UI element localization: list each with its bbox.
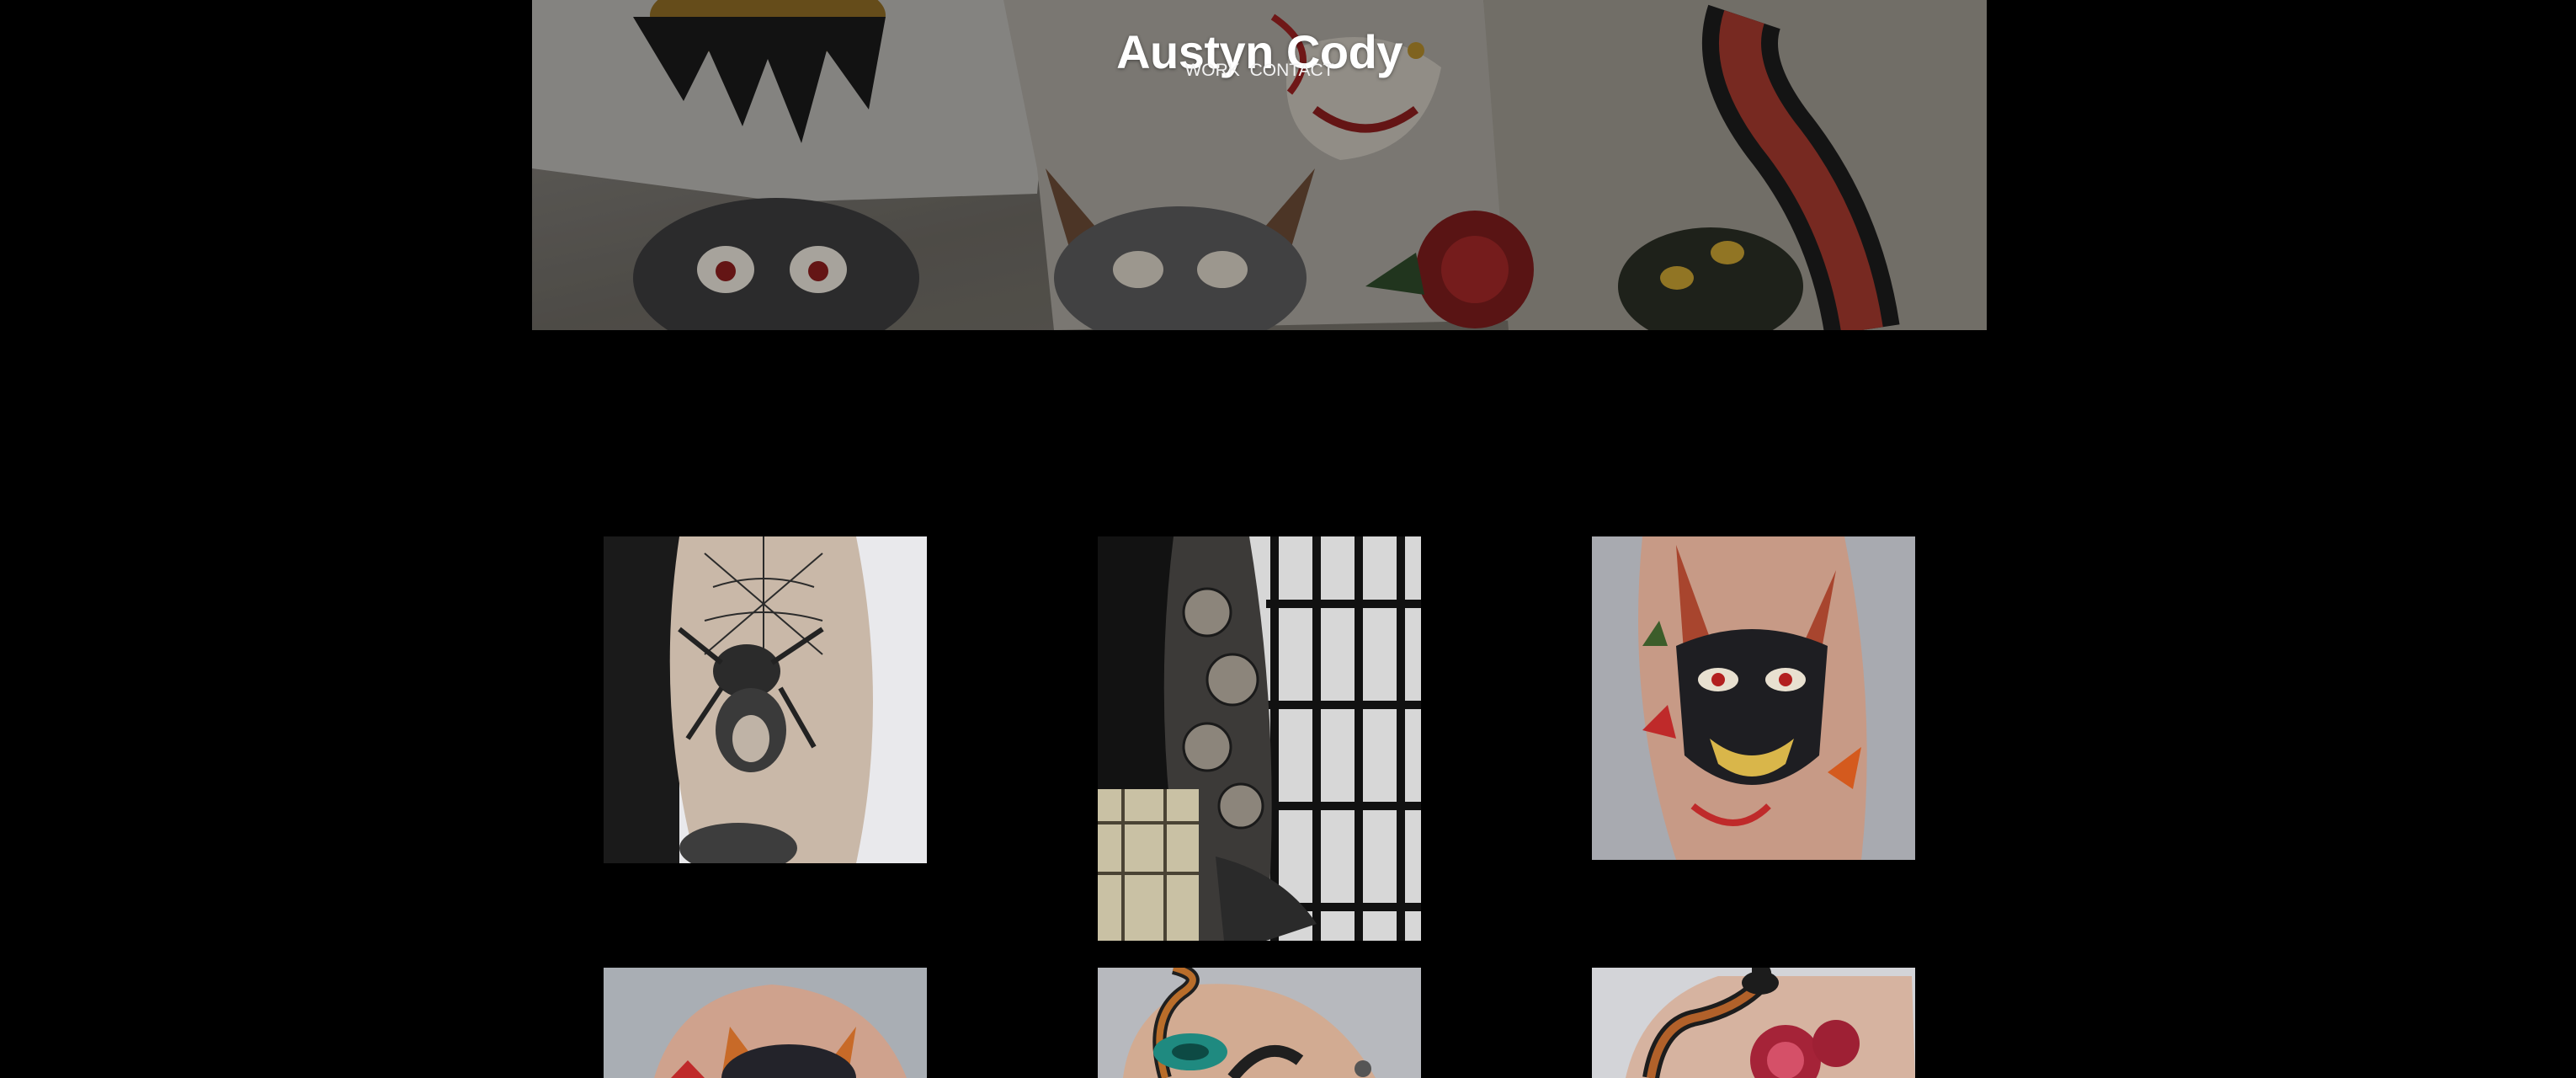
- hannya-mask-tattoo-icon: [1592, 536, 1915, 860]
- oni-mask-tattoo-icon: [604, 968, 927, 1078]
- gallery-tile[interactable]: [604, 536, 927, 863]
- hero-banner: Austyn Cody WORK CONTACT: [532, 0, 1987, 330]
- main-nav: WORK CONTACT: [532, 59, 1987, 83]
- spider-geisha-tattoo-icon: [604, 536, 927, 863]
- snake-dagger-tattoo-icon: [1098, 968, 1421, 1078]
- gallery-tile[interactable]: [1098, 536, 1421, 941]
- gallery-tile[interactable]: [604, 968, 927, 1078]
- site-title: Austyn Cody: [1116, 24, 1402, 78]
- nav-link-work[interactable]: WORK: [1184, 61, 1240, 80]
- snake-peony-tattoo-icon: [1592, 968, 1915, 1078]
- nav-link-contact[interactable]: CONTACT: [1249, 61, 1334, 80]
- gallery-tile[interactable]: [1592, 536, 1915, 860]
- gallery-tile[interactable]: [1592, 968, 1915, 1078]
- hero-tattoo-flash-image: [532, 0, 1987, 330]
- chrysanthemum-sleeve-tattoo-icon: [1098, 536, 1421, 941]
- gallery-tile[interactable]: [1098, 968, 1421, 1078]
